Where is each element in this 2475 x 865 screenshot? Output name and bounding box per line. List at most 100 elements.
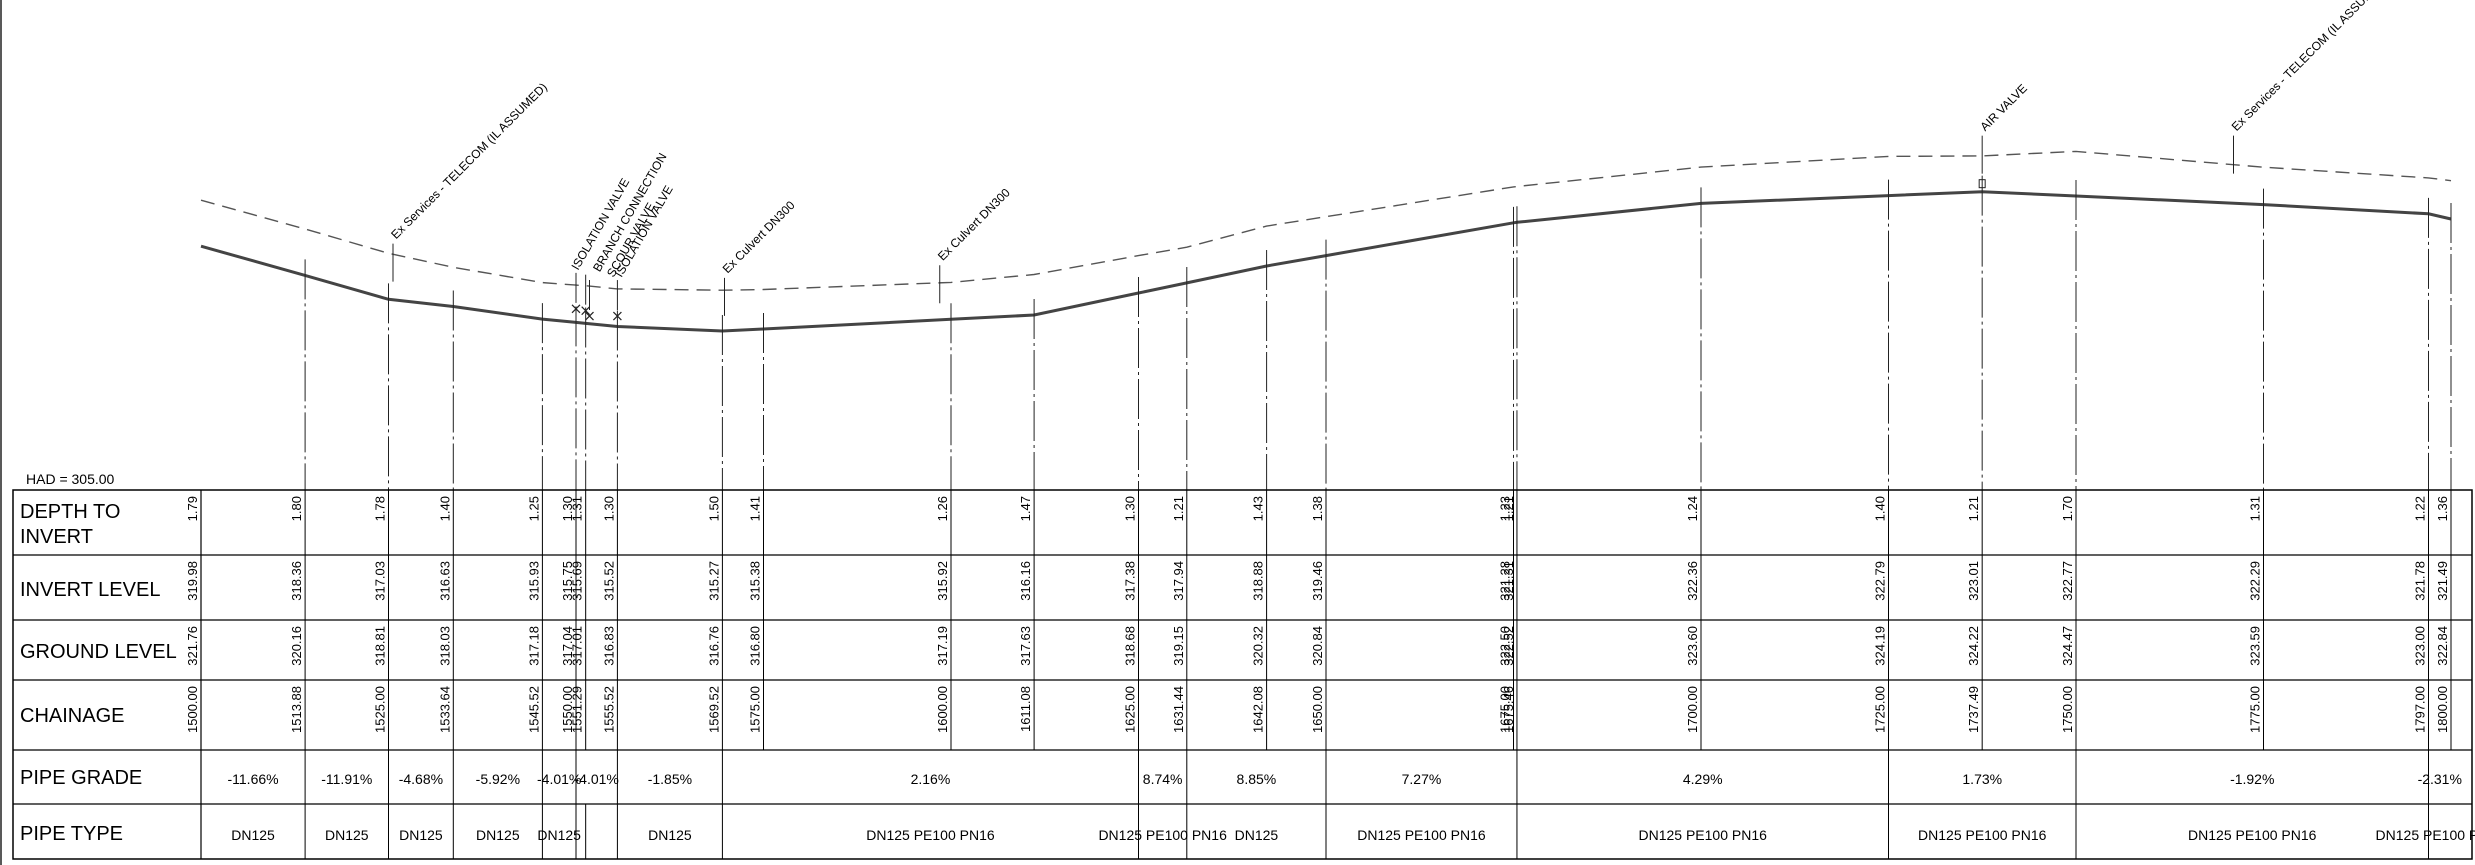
station-chainage-value: 1725.00 (1873, 686, 1888, 733)
station-ground-value: 321.76 (185, 626, 200, 666)
segment-grade-value: -11.66% (227, 771, 278, 787)
station-ground-value: 324.19 (1873, 626, 1888, 666)
station-ground-value: 323.00 (2413, 626, 2428, 666)
segment-grade-value: -4.68% (399, 771, 443, 787)
segment-type-value: DN125 (231, 827, 275, 843)
station-depth-value: 1.38 (1310, 496, 1325, 521)
station-invert-value: 321.31 (1501, 561, 1516, 601)
segment-grade-value: 2.16% (911, 771, 951, 787)
station-chainage-value: 1611.08 (1018, 686, 1033, 732)
station-chainage-value: 1513.88 (289, 686, 304, 733)
station-depth-value: 1.30 (560, 496, 575, 521)
segment-grade-value: 7.27% (1402, 771, 1442, 787)
row-label-depth-to-invert-2: INVERT (20, 526, 93, 548)
air-valve-symbol (1978, 179, 1986, 189)
station-invert-value: 315.75 (560, 561, 575, 601)
station-ground-value: 322.52 (1501, 626, 1516, 666)
isolation-valve-annotation-2-symbol (612, 311, 622, 321)
segment-type-value: DN125 (476, 827, 520, 843)
station-invert-value: 323.01 (1966, 561, 1981, 601)
station-chainage-value: 1555.52 (601, 686, 616, 733)
station-chainage-value: 1675.00 (1498, 686, 1513, 733)
station-depth-value: 1.31 (570, 496, 585, 521)
segment-grade-value: -1.85% (648, 771, 692, 787)
had-label: HAD = 305.00 (26, 471, 115, 487)
station-invert-value: 316.63 (437, 561, 452, 601)
pipe-profile (200, 150, 2452, 490)
station-depth-value: 1.25 (526, 496, 541, 521)
station-invert-value: 319.98 (185, 561, 200, 601)
station-chainage-value: 1797.00 (2413, 686, 2428, 733)
segment-type-value: DN125 PE100 PN16 (1918, 827, 2047, 843)
station-ground-value: 318.81 (373, 626, 388, 666)
branch-connection-annotation-symbol (581, 306, 591, 316)
station-chainage-value: 1575.00 (748, 686, 763, 733)
segment-grade-value: -5.92% (476, 771, 520, 787)
station-invert-value: 322.79 (1873, 561, 1888, 601)
profile-annotations: Ex Services - TELECOM (IL ASSUMED) Ex Cul… (388, 0, 2391, 321)
segment-type-value: DN125 PE100 PN16 (2188, 827, 2317, 843)
station-chainage-value: 1569.52 (706, 686, 721, 733)
station-invert-value: 322.29 (2248, 561, 2263, 601)
segment-grade-value: -1.92% (2230, 771, 2274, 787)
station-invert-value: 315.52 (601, 561, 616, 601)
segment-type-value: DN125 (648, 827, 692, 843)
station-invert-value: 322.36 (1685, 561, 1700, 601)
station-invert-value: 317.38 (1123, 561, 1138, 601)
station-invert-value: 315.69 (570, 561, 585, 601)
station-invert-value: 321.28 (1498, 561, 1513, 601)
station-invert-value: 317.94 (1171, 561, 1186, 601)
station-ground-value: 317.18 (526, 626, 541, 666)
row-label-ground-level: GROUND LEVEL (20, 641, 177, 663)
station-ground-value: 316.80 (748, 626, 763, 666)
station-ground-value: 322.50 (1498, 626, 1513, 666)
station-depth-value: 1.36 (2435, 496, 2450, 521)
station-chainage-value: 1650.00 (1310, 686, 1325, 733)
segment-type-value: DN125 (537, 827, 581, 843)
segment-grade-value: -4.01% (537, 771, 581, 787)
station-chainage-value: 1700.00 (1685, 686, 1700, 733)
segment-type-value: DN125 PE100 PN16 (866, 827, 995, 843)
telecom-annotation-2-label: Ex Services - TELECOM (IL ASSUMED) (2229, 0, 2391, 134)
segment-grade-value: 4.29% (1683, 771, 1723, 787)
segment-type-value: DN125 (1235, 827, 1279, 843)
station-invert-value: 318.88 (1251, 561, 1266, 601)
row-label-invert-level: INVERT LEVEL (20, 579, 160, 601)
segment-type-value: DN125 (399, 827, 443, 843)
station-depth-value: 1.30 (1123, 496, 1138, 521)
station-ground-value: 318.03 (437, 626, 452, 666)
data-table: DEPTH TO INVERT INVERT LEVEL GROUND LEVEL CH… (12, 489, 2475, 860)
station-chainage-value: 1600.00 (935, 686, 950, 733)
segment-grade-value: -11.91% (321, 771, 372, 787)
station-ground-value: 322.84 (2435, 626, 2450, 666)
scour-valve-annotation-symbol (585, 311, 594, 321)
station-depth-value: 1.47 (1018, 496, 1033, 521)
station-chainage-value: 1642.08 (1251, 686, 1266, 733)
row-label-depth-to-invert: DEPTH TO (20, 501, 120, 523)
station-depth-value: 1.80 (289, 496, 304, 521)
station-chainage-value: 1675.46 (1501, 686, 1516, 733)
station-invert-value: 318.36 (289, 561, 304, 601)
station-ground-value: 317.04 (560, 626, 575, 666)
station-depth-value: 1.26 (935, 496, 950, 521)
station-depth-value: 1.40 (1873, 496, 1888, 521)
segment-type-value: DN125 PE100 PN16 (1098, 827, 1227, 843)
station-chainage-value: 1737.49 (1966, 686, 1981, 733)
segment-grade-value: 8.85% (1237, 771, 1277, 787)
station-chainage-value: 1545.52 (526, 686, 541, 733)
station-chainage-value: 1525.00 (373, 686, 388, 733)
station-invert-value: 317.03 (373, 561, 388, 601)
station-ground-value: 316.83 (601, 626, 616, 666)
station-invert-value: 315.92 (935, 561, 950, 601)
station-depth-value: 1.30 (601, 496, 616, 521)
station-ground-value: 323.59 (2248, 626, 2263, 666)
air-valve-annotation-label: AIR VALVE (1977, 81, 2030, 134)
station-depth-value: 1.21 (1966, 496, 1981, 521)
station-chainage-value: 1550.00 (560, 686, 575, 733)
isolation-valve-annotation-1-symbol (571, 304, 581, 314)
station-invert-value: 321.49 (2435, 561, 2450, 601)
station-depth-value: 1.21 (1501, 496, 1516, 521)
station-ground-value: 320.16 (289, 626, 304, 666)
segment-grade-value: 1.73% (1962, 771, 2002, 787)
